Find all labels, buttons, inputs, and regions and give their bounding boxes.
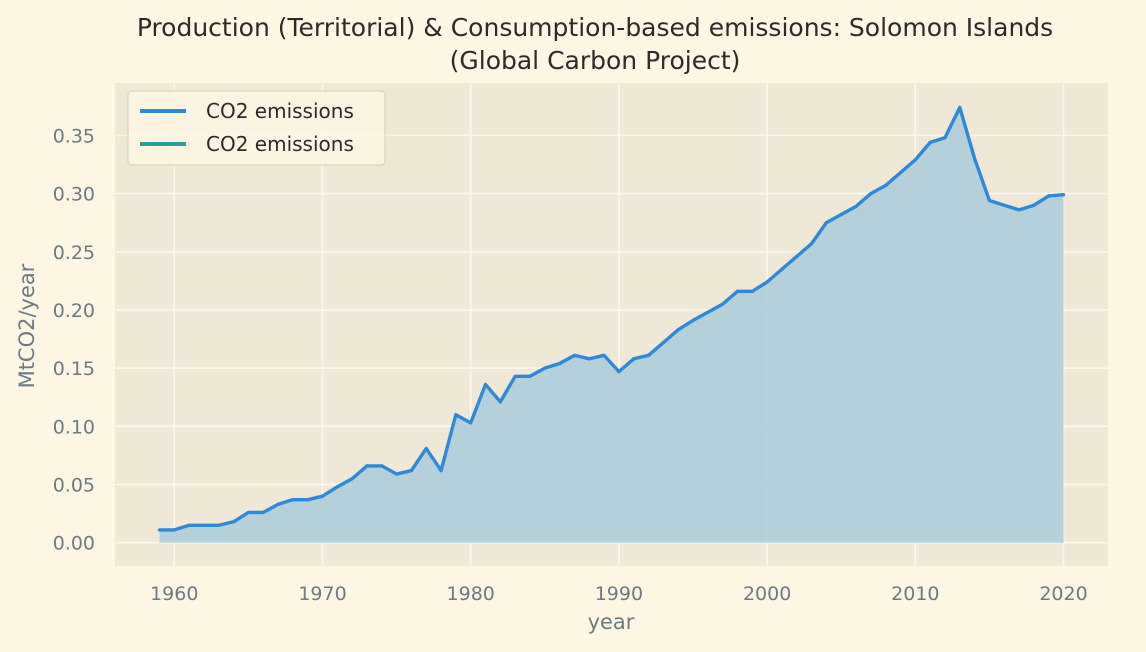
data-point <box>676 328 680 332</box>
data-point <box>824 221 829 225</box>
data-point <box>750 289 754 293</box>
data-point <box>276 502 280 506</box>
data-point <box>765 280 769 284</box>
data-point <box>558 361 562 366</box>
data-point <box>350 477 354 481</box>
data-point <box>735 289 740 293</box>
data-point <box>809 242 814 246</box>
data-point <box>1047 194 1051 198</box>
data-point <box>854 204 858 208</box>
data-point <box>231 520 236 524</box>
x-axis-label: year <box>588 610 635 634</box>
data-point <box>721 302 725 306</box>
data-point <box>424 446 428 451</box>
data-point <box>335 485 339 489</box>
data-point <box>306 498 310 502</box>
data-point <box>202 523 206 527</box>
data-point <box>780 267 784 271</box>
x-tick-label: 2000 <box>743 583 791 605</box>
data-point <box>483 382 488 387</box>
chart-title: Production (Territorial) & Consumption-b… <box>137 13 1053 42</box>
data-point <box>617 370 621 374</box>
data-point <box>365 464 369 468</box>
data-points <box>157 105 1066 532</box>
data-point <box>646 353 651 357</box>
legend-label-1: CO2 emissions <box>206 99 354 123</box>
x-tick-label: 1980 <box>447 583 495 605</box>
data-point <box>172 528 176 532</box>
x-tick-label: 1960 <box>150 583 198 605</box>
legend: CO2 emissions CO2 emissions <box>127 90 386 166</box>
y-tick-label: 0.35 <box>53 125 95 147</box>
y-tick-label: 0.10 <box>53 416 95 438</box>
data-point <box>1002 203 1006 207</box>
data-point <box>869 191 873 196</box>
data-point <box>691 318 695 323</box>
data-point <box>632 357 636 361</box>
x-tick-label: 2020 <box>1039 583 1087 605</box>
data-point <box>543 366 547 370</box>
data-point <box>1017 208 1021 212</box>
y-tick-label: 0.00 <box>53 533 95 555</box>
y-tick-label: 0.20 <box>53 300 95 322</box>
x-tick-label: 1970 <box>298 583 346 605</box>
data-point <box>987 198 992 203</box>
data-point <box>380 464 384 468</box>
data-point <box>217 523 221 527</box>
data-point <box>1061 193 1066 197</box>
data-point <box>839 212 843 217</box>
data-point <box>187 523 191 527</box>
data-point <box>498 400 502 404</box>
y-tick-label: 0.30 <box>53 184 95 206</box>
data-point <box>513 374 517 378</box>
data-point <box>291 498 295 502</box>
data-point <box>661 340 665 345</box>
data-point <box>572 353 577 357</box>
x-tick-label: 2010 <box>891 583 939 605</box>
data-point <box>261 510 265 515</box>
data-point <box>469 421 473 425</box>
data-point <box>439 468 443 473</box>
data-point <box>602 353 606 357</box>
data-point <box>246 510 250 515</box>
x-tick-label: 1990 <box>595 583 643 605</box>
data-point <box>706 310 710 314</box>
y-axis-label: MtCO2/year <box>15 263 39 388</box>
emissions-area-fill <box>159 107 1064 543</box>
y-tick-label: 0.25 <box>53 242 95 264</box>
legend-box <box>127 90 386 166</box>
data-point <box>409 468 414 473</box>
y-tick-label: 0.05 <box>53 475 95 497</box>
data-point <box>1032 203 1036 207</box>
legend-label-2: CO2 emissions <box>206 132 354 156</box>
data-point <box>528 374 532 378</box>
data-point <box>943 136 947 140</box>
data-point <box>928 140 932 144</box>
data-point <box>454 413 458 417</box>
data-point <box>884 183 888 188</box>
data-point <box>898 171 903 175</box>
data-point <box>320 494 325 498</box>
data-point <box>157 528 162 532</box>
data-point <box>795 254 799 259</box>
x-axis-ticks: 1960 1970 1980 1990 2000 2010 2020 <box>150 583 1088 605</box>
data-point <box>913 158 917 162</box>
data-point <box>973 157 977 161</box>
y-tick-label: 0.15 <box>53 358 95 380</box>
y-axis-ticks: 0.00 0.05 0.10 0.15 0.20 0.25 0.30 0.35 <box>53 125 95 554</box>
data-point <box>394 472 399 476</box>
data-point <box>587 357 591 361</box>
chart-subtitle: (Global Carbon Project) <box>450 46 741 75</box>
emissions-line <box>159 105 1064 532</box>
data-point <box>958 105 962 110</box>
